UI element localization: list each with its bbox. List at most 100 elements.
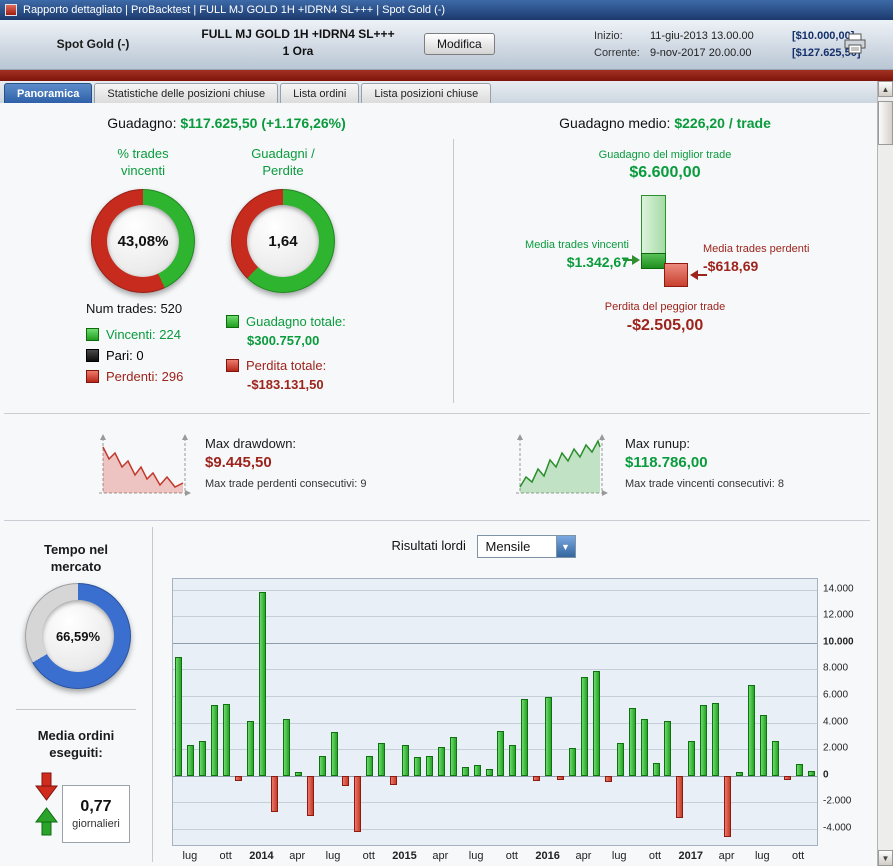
scrollbar-thumb[interactable] — [878, 101, 893, 145]
result-bar — [330, 731, 338, 776]
gridline — [173, 589, 817, 591]
avg-gain-label: Guadagno medio: — [559, 115, 671, 131]
result-bar — [211, 705, 219, 776]
vertical-divider — [453, 139, 454, 403]
result-bar — [724, 775, 732, 837]
result-bar — [402, 745, 410, 776]
result-bar — [485, 769, 493, 776]
printer-icon[interactable] — [843, 33, 867, 55]
bar-chart-ylabels: 14.000 12.000 10.000 8.000 6.000 4.000 2.000 0 -… — [823, 578, 871, 846]
x-axis-tick: ott — [362, 850, 375, 862]
tab-lista-posizioni-chiuse[interactable]: Lista posizioni chiuse — [361, 83, 492, 103]
x-axis-tick: apr — [432, 850, 449, 862]
result-bar — [223, 704, 231, 776]
result-bar — [378, 742, 386, 776]
avg-win-label: Media trades vincenti — [525, 239, 629, 251]
modifica-button[interactable]: Modifica — [424, 33, 495, 55]
avg-gain-value: $226,20 / trade — [674, 115, 771, 131]
extremes-section: Max drawdown: $9.445,50 Max trade perden… — [0, 414, 877, 520]
x-axis-tick: apr — [289, 850, 306, 862]
gridline — [173, 642, 817, 644]
start-date-label: Inizio: — [594, 29, 623, 42]
result-bar — [270, 775, 278, 812]
y-axis-tick: 6.000 — [823, 689, 849, 701]
scroll-down-icon[interactable]: ▼ — [878, 850, 893, 866]
result-bar — [640, 718, 648, 776]
result-bar — [199, 741, 207, 776]
x-axis-tick: 2016 — [535, 850, 560, 862]
result-bar — [616, 742, 624, 776]
scroll-up-icon[interactable]: ▲ — [878, 81, 893, 97]
result-bar — [807, 770, 815, 776]
tab-statistiche-posizioni-chiuse[interactable]: Statistiche delle posizioni chiuse — [94, 83, 279, 103]
y-axis-tick: 0 — [823, 769, 829, 781]
result-bar — [604, 775, 612, 783]
vertical-divider — [152, 527, 153, 862]
trades-legend: Vincenti: 224 Pari: 0 Perdenti: 296 — [86, 324, 183, 387]
avg-loss-label: Media trades perdenti — [703, 243, 810, 255]
x-axis-tick: 2015 — [392, 850, 417, 862]
worst-trade-value: -$2.505,00 — [626, 317, 704, 334]
drawdown-value: $9.445,50 — [205, 454, 272, 471]
result-bar — [664, 721, 672, 776]
start-date-row: Inizio: 11-giu-2013 13.00.00 [$10.000,00… — [594, 27, 861, 44]
gain-line: Guadagno: $117.625,50 (+1.176,26%) — [0, 115, 453, 131]
result-bar — [175, 657, 183, 776]
result-bar — [747, 685, 755, 776]
result-bar — [700, 705, 708, 776]
x-axis-tick: 2017 — [678, 850, 704, 862]
start-date-value: 11-giu-2013 13.00.00 — [650, 29, 754, 42]
result-bar — [354, 775, 362, 832]
total-loss-value: -$183.131,50 — [247, 377, 324, 392]
orders-title: Media ordini eseguiti: — [37, 728, 115, 760]
orders-arrows-icon — [35, 772, 58, 836]
avg-win-value: $1.342,67 — [566, 254, 629, 270]
best-trade-label: Guadagno del miglior trade — [598, 149, 732, 161]
y-axis-tick: -2.000 — [823, 795, 852, 807]
result-bar — [235, 775, 243, 782]
left-arrow-icon — [690, 270, 707, 280]
gridline — [173, 829, 817, 831]
start-capital: [$10.000,00] — [792, 29, 855, 42]
result-bar — [306, 775, 314, 816]
system-name: FULL MJ GOLD 1H +IDRN4 SL+++ — [201, 27, 395, 41]
y-axis-tick: 4.000 — [823, 716, 849, 728]
runup-value: $118.786,00 — [625, 454, 708, 471]
num-trades-label: Num trades: — [86, 301, 157, 316]
vertical-scrollbar[interactable]: ▲ ▼ — [877, 81, 893, 866]
current-capital: [$127.625,50] — [792, 46, 861, 59]
result-bar — [545, 697, 553, 776]
legend-item-vincenti: Vincenti: 224 — [86, 324, 183, 345]
result-bar — [652, 762, 660, 776]
legend-item-perdenti: Perdenti: 296 — [86, 366, 183, 387]
period-dropdown[interactable]: Mensile ▼ — [476, 535, 576, 558]
chevron-down-icon[interactable]: ▼ — [555, 536, 575, 557]
runup-sparkline — [516, 434, 608, 496]
left-divider — [16, 709, 136, 710]
avg-gain-line: Guadagno medio: $226,20 / trade — [453, 115, 877, 131]
window-title: Rapporto dettagliato | ProBacktest | FUL… — [23, 4, 446, 16]
green-swatch-icon — [226, 314, 239, 328]
result-bar — [712, 702, 720, 776]
runup-label: Max runup: — [625, 436, 691, 451]
x-axis-tick: lug — [611, 850, 627, 862]
result-bar — [795, 763, 803, 776]
total-gain-value: $300.757,00 — [247, 333, 320, 348]
tab-panoramica[interactable]: Panoramica — [4, 83, 93, 103]
result-bar — [390, 775, 398, 786]
report-header: Spot Gold (-) FULL MJ GOLD 1H +IDRN4 SL+… — [0, 20, 893, 70]
red-strip — [0, 70, 893, 81]
overview-section: Guadagno: $117.625,50 (+1.176,26%) % tra… — [0, 103, 877, 413]
overview-left: Guadagno: $117.625,50 (+1.176,26%) % tra… — [0, 103, 453, 413]
result-bar — [676, 775, 684, 819]
tab-lista-ordini[interactable]: Lista ordini — [280, 83, 360, 103]
result-bar — [282, 718, 290, 776]
app-icon — [5, 4, 17, 16]
section-divider — [4, 520, 870, 521]
results-section: Tempo nel mercato 66,59% Media ordini es… — [0, 521, 877, 866]
gridline — [173, 669, 817, 671]
totals-block: Guadagno totale: $300.757,00 Perdita tot… — [226, 311, 346, 395]
result-bar — [187, 745, 195, 776]
result-bar — [437, 746, 445, 776]
